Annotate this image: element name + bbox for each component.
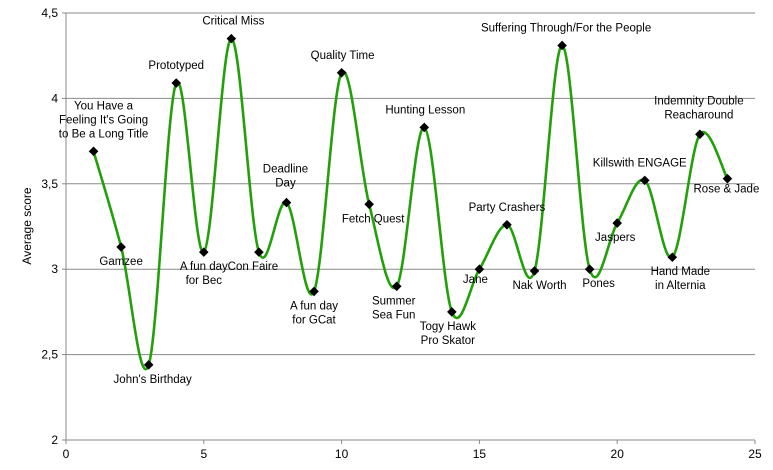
data-label: Critical Miss [202, 16, 264, 28]
data-point-marker [722, 173, 733, 184]
data-point-marker [336, 67, 347, 78]
data-label: Jane [463, 274, 488, 286]
data-point-marker [695, 129, 705, 140]
data-label: Gamzee [99, 256, 142, 268]
data-point-marker [171, 78, 182, 88]
data-point-marker [612, 218, 622, 228]
data-label: Togy Hawk Pro Skator [420, 321, 476, 347]
data-point-marker [667, 252, 678, 263]
data-label: Summer Sea Fun [372, 295, 416, 321]
axes [62, 12, 756, 444]
data-label: Quality Time [311, 50, 375, 62]
data-point-marker [143, 360, 154, 370]
data-label: Pones [582, 278, 615, 290]
data-point-marker [447, 307, 457, 317]
data-label: Prototyped [148, 60, 204, 72]
x-tick-label: 20 [611, 447, 625, 461]
series-line [92, 37, 729, 371]
data-label: Rose & Jade [694, 184, 760, 196]
y-tick-label: 4 [51, 91, 58, 105]
x-tick-label: 10 [335, 447, 349, 461]
data-point-marker [584, 264, 595, 274]
data-point-marker [474, 264, 485, 274]
data-label: Hunting Lesson [385, 104, 465, 116]
data-label: You Have a Feeling It's Going to Be a Long… [59, 100, 149, 140]
data-point-marker [116, 242, 126, 252]
data-label: Deadline Day [263, 164, 308, 190]
data-label: Indemnity Double Reacharound [654, 95, 744, 121]
y-tick-label: 2,5 [41, 348, 58, 362]
data-markers [88, 33, 733, 370]
y-tick-label: 3 [51, 262, 58, 276]
x-tick-label: 0 [63, 447, 70, 461]
data-label: Con Faire [228, 261, 279, 273]
y-tick-label: 2 [51, 433, 58, 447]
data-label: Hand Made in Alternia [651, 266, 710, 292]
data-point-marker [254, 247, 264, 257]
data-label: Killswith ENGAGE [593, 157, 687, 169]
data-label: A fun day for Bec [180, 261, 228, 287]
data-point-marker [391, 281, 402, 292]
x-tick-label: 25 [748, 447, 762, 461]
data-point-marker [529, 266, 540, 276]
y-tick-label: 3,5 [41, 177, 58, 191]
y-tick-label: 4,5 [41, 6, 58, 20]
data-label: John's Birthday [114, 374, 193, 386]
data-point-marker [639, 175, 650, 186]
data-label: Jaspers [595, 232, 636, 244]
data-label: Party Crashers [469, 202, 546, 214]
data-point-marker [281, 197, 292, 208]
data-label: Suffering Through/For the People [481, 22, 651, 34]
data-point-marker [502, 219, 512, 230]
data-labels: You Have a Feeling It's Going to Be a Long… [59, 16, 760, 386]
x-tick-labels: 0 5 10 15 20 25 [63, 447, 762, 461]
x-tick-label: 5 [200, 447, 207, 461]
data-point-marker [226, 33, 237, 44]
y-tick-labels: 2 2,5 3 3,5 4 4,5 [41, 6, 58, 447]
data-label: Fetch Quest [342, 213, 405, 225]
data-point-marker [557, 40, 567, 51]
data-point-marker [199, 247, 209, 257]
data-point-marker [309, 286, 319, 297]
y-axis-label: Average score [20, 187, 34, 264]
grid-lines [66, 12, 755, 356]
data-label: A fun day for GCat [290, 300, 338, 326]
x-tick-label: 15 [473, 447, 487, 461]
data-label: Nak Worth [512, 280, 566, 292]
data-point-marker [419, 122, 430, 133]
data-point-marker [364, 199, 374, 210]
data-point-marker [88, 146, 99, 157]
